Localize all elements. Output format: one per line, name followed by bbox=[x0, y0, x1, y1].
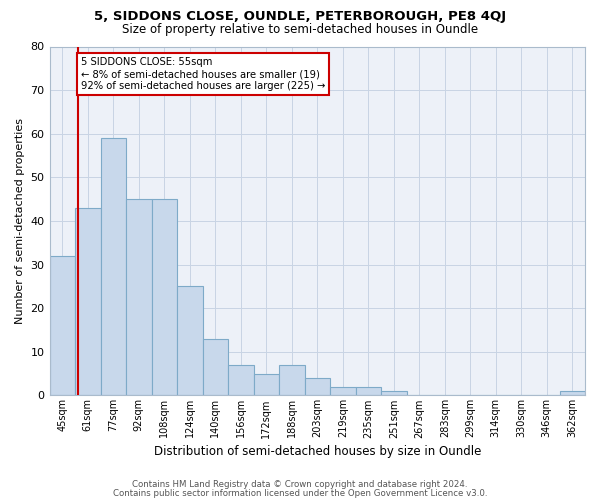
Text: Contains HM Land Registry data © Crown copyright and database right 2024.: Contains HM Land Registry data © Crown c… bbox=[132, 480, 468, 489]
Bar bbox=[254, 374, 279, 396]
Y-axis label: Number of semi-detached properties: Number of semi-detached properties bbox=[15, 118, 25, 324]
Bar bbox=[356, 386, 381, 396]
Text: Contains public sector information licensed under the Open Government Licence v3: Contains public sector information licen… bbox=[113, 488, 487, 498]
Bar bbox=[305, 378, 330, 396]
Bar bbox=[560, 391, 585, 396]
Text: 5, SIDDONS CLOSE, OUNDLE, PETERBOROUGH, PE8 4QJ: 5, SIDDONS CLOSE, OUNDLE, PETERBOROUGH, … bbox=[94, 10, 506, 23]
Bar bbox=[330, 386, 356, 396]
Bar bbox=[152, 199, 177, 396]
Bar bbox=[75, 208, 101, 396]
X-axis label: Distribution of semi-detached houses by size in Oundle: Distribution of semi-detached houses by … bbox=[154, 444, 481, 458]
Bar bbox=[203, 338, 228, 396]
Text: 5 SIDDONS CLOSE: 55sqm
← 8% of semi-detached houses are smaller (19)
92% of semi: 5 SIDDONS CLOSE: 55sqm ← 8% of semi-deta… bbox=[80, 58, 325, 90]
Bar bbox=[177, 286, 203, 396]
Bar bbox=[228, 365, 254, 396]
Bar bbox=[279, 365, 305, 396]
Bar bbox=[381, 391, 407, 396]
Bar bbox=[101, 138, 126, 396]
Text: Size of property relative to semi-detached houses in Oundle: Size of property relative to semi-detach… bbox=[122, 22, 478, 36]
Bar bbox=[50, 256, 75, 396]
Bar bbox=[126, 199, 152, 396]
